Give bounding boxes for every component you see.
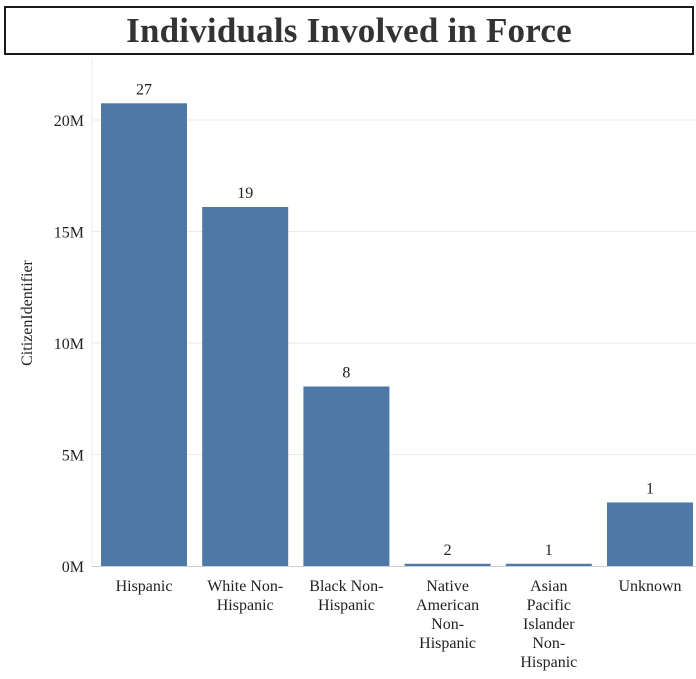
chart-title-box: Individuals Involved in Force [4, 6, 694, 55]
x-axis-categories: Hispanic White Non- Hispanic Black Non- Hisp… [116, 578, 682, 671]
x-category-label: Pacific [527, 597, 571, 614]
grid-lines [91, 60, 696, 566]
x-category-label: Unknown [618, 578, 681, 595]
x-category-label: Hispanic [520, 654, 577, 671]
x-category-label: Non- [532, 635, 565, 652]
y-axis-title: CitizenIdentifier [19, 259, 36, 365]
bar [404, 563, 491, 566]
chart-title: Individuals Involved in Force [126, 10, 572, 50]
bar-value-label: 1 [646, 480, 654, 497]
bar-value-label: 19 [237, 185, 253, 202]
x-category-label: Islander [523, 616, 575, 633]
x-category-label: Asian [530, 578, 567, 595]
bar-value-label: 8 [342, 364, 350, 381]
x-category-label: White Non- [207, 578, 283, 595]
x-category-label: American [416, 597, 479, 614]
bar-value-label: 27 [136, 81, 152, 98]
bar-value-label: 2 [444, 542, 452, 559]
x-category-label: Hispanic [419, 635, 476, 652]
x-category-label: Black Non- [309, 578, 383, 595]
x-category-label: Hispanic [318, 597, 375, 614]
y-tick-label: 5M [62, 448, 84, 465]
data-labels: 27 19 8 2 1 1 [136, 81, 654, 558]
x-category-label: Hispanic [116, 578, 173, 595]
bar-value-label: 1 [545, 542, 553, 559]
y-tick-label: 10M [54, 336, 84, 353]
bar [202, 206, 289, 566]
bar [101, 103, 187, 567]
y-tick-label: 15M [54, 225, 84, 242]
bar [303, 386, 390, 566]
bar [607, 502, 693, 566]
x-category-label: Non- [431, 616, 464, 633]
y-axis-ticks: 0M 5M 10M 15M 20M [54, 113, 84, 576]
x-category-label: Hispanic [217, 597, 274, 614]
y-tick-label: 0M [62, 559, 84, 576]
bar [505, 563, 592, 566]
x-category-label: Native [426, 578, 469, 595]
y-tick-label: 20M [54, 113, 84, 130]
bars [101, 103, 693, 567]
